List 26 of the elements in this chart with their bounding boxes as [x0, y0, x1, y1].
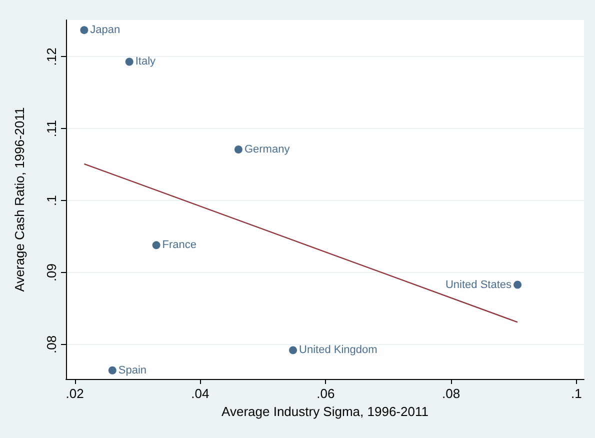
point — [80, 26, 88, 34]
point — [234, 146, 242, 154]
annotation: Germany — [244, 144, 290, 156]
y-tick-label: .1 — [44, 195, 59, 206]
point — [125, 58, 134, 66]
x-axis-title: Average Industry Sigma, 1996-2011 — [222, 404, 428, 419]
y-axis-title: Average Cash Ratio, 1996-2011 — [12, 107, 27, 292]
annotation: Italy — [135, 56, 156, 68]
annotation: United Kingdom — [299, 344, 378, 356]
point — [152, 241, 160, 250]
y-tick-label: .09 — [44, 263, 59, 282]
y-tick-label: .12 — [44, 48, 59, 66]
x-tick-label: .02 — [66, 386, 84, 401]
x-tick-label: .06 — [316, 386, 335, 401]
point — [514, 280, 522, 289]
annotation: United States — [445, 278, 512, 291]
annotation: France — [162, 239, 197, 252]
x-tick-label: .08 — [442, 386, 460, 401]
annotation: Japan — [90, 24, 120, 36]
x-tick-label: .04 — [191, 386, 210, 401]
point — [108, 366, 116, 374]
y-tick-label: .11 — [44, 120, 59, 138]
annotation: Spain — [118, 364, 147, 376]
point — [289, 346, 298, 354]
y-tick-label: .08 — [44, 335, 59, 354]
x-tick-label: .1 — [571, 386, 582, 401]
